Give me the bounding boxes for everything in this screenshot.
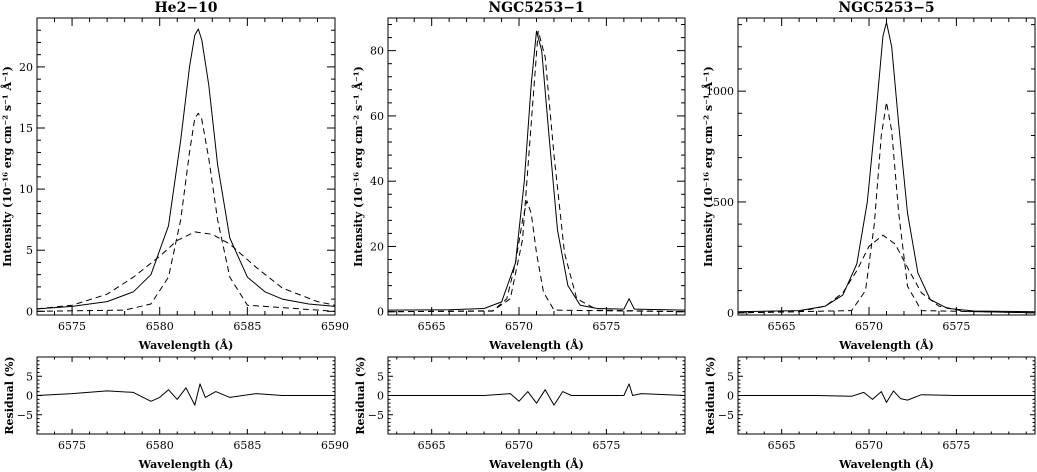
- x-tick-label: 6565: [768, 320, 796, 333]
- x-axis-label: Wavelength (Å): [488, 457, 584, 471]
- y-tick-label: −5: [718, 409, 734, 422]
- y-tick-label: 10: [19, 183, 33, 196]
- y-tick-label: 5: [26, 244, 33, 257]
- panel-5: 6565 6570 6575 5 0 −5 Wavelength (Å) Residual (…: [354, 356, 686, 471]
- x-tick-label: 6570: [505, 320, 533, 333]
- y-axis-label: Intensity (10⁻¹⁶ erg cm⁻² s⁻¹ Å⁻¹): [701, 66, 715, 267]
- fit-component-line: [387, 200, 686, 313]
- y-axis-label: Residual (%): [3, 356, 16, 434]
- spectrum-line: [36, 383, 335, 406]
- fit-component-line: [387, 30, 686, 313]
- x-tick-label: 6565: [418, 320, 446, 333]
- x-axis-label: Wavelength (Å): [138, 457, 234, 471]
- x-axis-label: Wavelength (Å): [838, 457, 934, 471]
- x-axis-label: Wavelength (Å): [488, 338, 584, 352]
- plot-frame: [36, 17, 336, 316]
- x-tick-label: 6590: [321, 320, 349, 333]
- y-tick-label: 5: [26, 370, 33, 383]
- panel-title: NGC5253−5: [838, 0, 934, 16]
- x-tick-label: 6575: [58, 320, 86, 333]
- x-tick-label: 6575: [58, 439, 86, 452]
- x-tick-label: 6570: [855, 320, 883, 333]
- spectrum-line: [36, 28, 336, 310]
- spectrum-line: [738, 390, 1035, 403]
- fit-component-line: [36, 231, 336, 310]
- y-tick-label: 0: [26, 390, 33, 403]
- x-tick-label: 6585: [233, 320, 261, 333]
- y-tick-label: 500: [713, 196, 734, 209]
- plot-frame: [737, 17, 1036, 316]
- x-axis-label: Wavelength (Å): [138, 338, 234, 352]
- x-tick-label: 6575: [942, 320, 970, 333]
- y-tick-label: 0: [727, 390, 734, 403]
- panel-title: He2−10: [154, 0, 217, 16]
- x-tick-label: 6575: [592, 439, 620, 452]
- x-tick-label: 6565: [768, 439, 796, 452]
- panel-title: NGC5253−1: [488, 0, 584, 16]
- y-tick-label: 60: [370, 110, 384, 123]
- x-tick-label: 6580: [146, 439, 174, 452]
- y-tick-label: 80: [370, 45, 384, 58]
- x-tick-label: 6570: [855, 439, 883, 452]
- panel-4: 6575 6580 6585 6590 5 0 −5 Wavelength (Å) Residu…: [3, 356, 349, 471]
- x-tick-label: 6580: [146, 320, 174, 333]
- panel-3: 6565 6570 6575 0 500 1000 NGC5253−5 Wavelength …: [701, 0, 1036, 352]
- y-tick-label: −5: [368, 409, 384, 422]
- x-tick-label: 6575: [942, 439, 970, 452]
- spectrum-line: [737, 21, 1036, 313]
- y-tick-label: 0: [377, 306, 384, 319]
- y-tick-label: 20: [370, 240, 384, 253]
- y-axis-label: Residual (%): [704, 356, 717, 434]
- fit-component-line: [36, 112, 336, 312]
- panel-1: 6575 6580 6585 6590 0 5 10 15 20 He2−10 Wavelength…: [0, 0, 349, 352]
- y-axis-label: Intensity (10⁻¹⁶ erg cm⁻² s⁻¹ Å⁻¹): [0, 66, 14, 267]
- y-tick-label: 5: [377, 370, 384, 383]
- spectrum-line: [388, 383, 686, 406]
- panel-2: 6565 6570 6575 0 20 40 60 80 NGC5253−1 Wavelength…: [351, 0, 686, 352]
- panel-6: 6565 6570 6575 5 0 −5 Wavelength (Å) Residual (…: [704, 356, 1036, 471]
- y-tick-label: 0: [26, 305, 33, 318]
- spectrum-line: [387, 30, 686, 311]
- x-axis-label: Wavelength (Å): [838, 338, 934, 352]
- x-tick-label: 6585: [233, 439, 261, 452]
- y-tick-label: 0: [727, 307, 734, 320]
- y-axis-label: Residual (%): [354, 356, 367, 434]
- y-tick-label: 1000: [706, 85, 734, 98]
- x-tick-label: 6575: [592, 320, 620, 333]
- fit-component-line: [737, 234, 1036, 314]
- x-tick-label: 6565: [418, 439, 446, 452]
- y-tick-label: 0: [377, 390, 384, 403]
- x-tick-label: 6590: [321, 439, 349, 452]
- y-axis-label: Intensity (10⁻¹⁶ erg cm⁻² s⁻¹ Å⁻¹): [351, 66, 365, 267]
- y-tick-label: −5: [17, 409, 33, 422]
- y-tick-label: 40: [370, 175, 384, 188]
- y-tick-label: 15: [19, 122, 33, 135]
- y-tick-label: 5: [727, 370, 734, 383]
- fit-component-line: [737, 101, 1036, 314]
- x-tick-label: 6570: [505, 439, 533, 452]
- y-tick-label: 20: [19, 61, 33, 74]
- plot-frame: [387, 17, 686, 316]
